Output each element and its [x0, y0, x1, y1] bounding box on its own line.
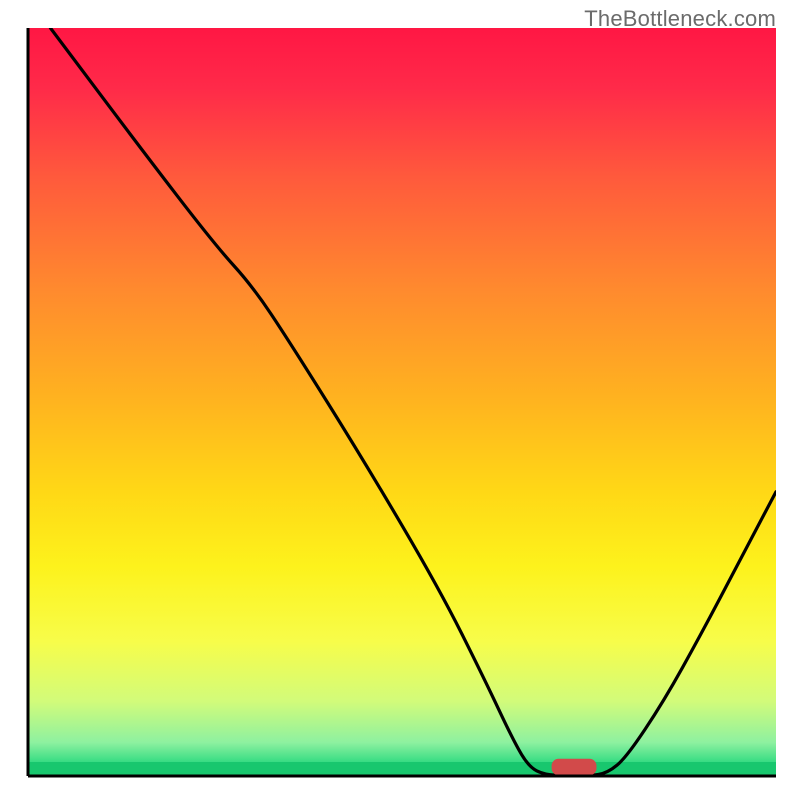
gradient-background — [28, 28, 776, 776]
chart-container: TheBottleneck.com — [0, 0, 800, 800]
baseline-green-band — [28, 762, 776, 776]
watermark-text: TheBottleneck.com — [584, 6, 776, 32]
optimum-marker — [552, 759, 597, 775]
bottleneck-curve-chart — [0, 0, 800, 800]
